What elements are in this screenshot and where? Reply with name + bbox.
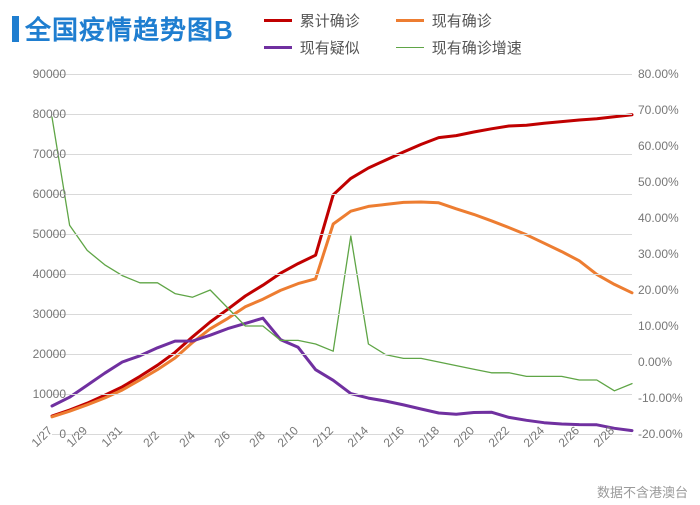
gridline	[52, 274, 632, 275]
gridline	[52, 314, 632, 315]
y-right-tick-label: 10.00%	[638, 319, 698, 333]
gridline	[52, 154, 632, 155]
y-right-tick-label: 60.00%	[638, 139, 698, 153]
footnote: 数据不含港澳台	[597, 482, 688, 501]
y-right-tick-label: -20.00%	[638, 427, 698, 441]
gridline	[52, 74, 632, 75]
y-right-tick-label: 0.00%	[638, 355, 698, 369]
series-line-cumulative_confirmed	[52, 115, 632, 416]
chart-title: 全国疫情趋势图B	[25, 10, 234, 47]
y-right-tick-label: 70.00%	[638, 103, 698, 117]
y-right-tick-label: 40.00%	[638, 211, 698, 225]
y-left-tick-label: 70000	[6, 147, 66, 161]
y-right-tick-label: 50.00%	[638, 175, 698, 189]
y-right-tick-label: 20.00%	[638, 283, 698, 297]
y-left-tick-label: 40000	[6, 267, 66, 281]
legend-item: 现有确诊	[396, 10, 522, 31]
legend-label: 现有确诊	[432, 10, 492, 31]
y-left-tick-label: 50000	[6, 227, 66, 241]
gridline	[52, 114, 632, 115]
legend-swatch	[396, 19, 424, 22]
y-left-tick-label: 30000	[6, 307, 66, 321]
title-block: 全国疫情趋势图B	[12, 10, 234, 47]
y-left-tick-label: 80000	[6, 107, 66, 121]
legend-swatch	[264, 19, 292, 22]
y-left-tick-label: 60000	[6, 187, 66, 201]
legend-item: 现有疑似	[264, 37, 360, 58]
chart-frame: 全国疫情趋势图B 累计确诊现有确诊现有疑似现有确诊增速 数据不含港澳台 0100…	[0, 0, 700, 505]
y-right-tick-label: 30.00%	[638, 247, 698, 261]
gridline	[52, 234, 632, 235]
series-line-existing_suspected	[52, 318, 632, 430]
y-right-tick-label: 80.00%	[638, 67, 698, 81]
y-left-tick-label: 20000	[6, 347, 66, 361]
y-left-tick-label: 10000	[6, 387, 66, 401]
legend-item: 现有确诊增速	[396, 37, 522, 58]
legend-label: 累计确诊	[300, 10, 360, 31]
chart-header: 全国疫情趋势图B 累计确诊 现有确诊现有疑似 现有确诊增速	[12, 10, 688, 58]
legend: 累计确诊 现有确诊现有疑似 现有确诊增速	[264, 10, 522, 58]
gridline	[52, 194, 632, 195]
plot-area	[52, 74, 632, 434]
legend-item: 累计确诊	[264, 10, 360, 31]
y-left-tick-label: 90000	[6, 67, 66, 81]
series-line-existing_growth_rate	[52, 117, 632, 391]
legend-swatch	[396, 47, 424, 48]
gridline	[52, 354, 632, 355]
line-canvas	[52, 74, 632, 434]
y-right-tick-label: -10.00%	[638, 391, 698, 405]
gridline	[52, 394, 632, 395]
legend-swatch	[264, 46, 292, 49]
legend-label: 现有确诊增速	[432, 37, 522, 58]
title-accent-bar	[12, 16, 19, 42]
legend-label: 现有疑似	[300, 37, 360, 58]
